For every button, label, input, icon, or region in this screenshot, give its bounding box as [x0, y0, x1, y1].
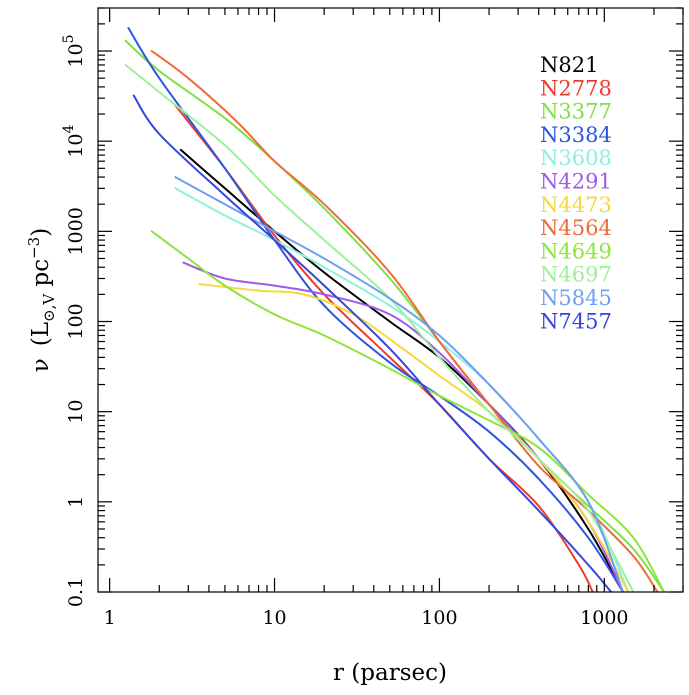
y-axis-units-pc: pc	[28, 259, 54, 294]
x-tick-label: 10	[262, 607, 286, 629]
series-line-n3384	[127, 27, 625, 592]
series-line-n4649	[150, 230, 665, 592]
legend-item-n7457: N7457	[540, 309, 612, 333]
y-axis-units-close: )	[28, 228, 54, 237]
series-line-n5845	[174, 176, 625, 592]
x-axis-title: r (parsec)	[333, 660, 447, 686]
series-line-n821	[179, 148, 625, 592]
y-axis-units-subscript: ⊙,V	[40, 293, 58, 322]
y-axis-symbol: ν	[28, 358, 54, 372]
series-line-n4473	[198, 283, 630, 592]
legend: N821N2778N3377N3384N3608N4291N4473N4564N…	[540, 53, 612, 333]
x-tick-label: 100	[421, 607, 457, 629]
series-line-n7457	[132, 94, 613, 592]
y-tick-label: 105	[61, 34, 87, 67]
y-axis-units-superscript: −3	[25, 237, 43, 259]
legend-item-n3377: N3377	[540, 100, 612, 124]
legend-item-n4291: N4291	[540, 170, 612, 194]
y-axis-units: (L	[28, 322, 54, 346]
legend-item-n821: N821	[540, 53, 598, 77]
legend-item-n4473: N4473	[540, 193, 612, 217]
legend-item-n3608: N3608	[540, 146, 612, 170]
legend-item-n4564: N4564	[540, 216, 612, 240]
legend-item-n4697: N4697	[540, 263, 612, 287]
y-tick-label: 100	[65, 303, 87, 339]
legend-item-n3384: N3384	[540, 123, 612, 147]
legend-item-n4649: N4649	[540, 239, 612, 263]
y-tick-label: 1000	[65, 207, 87, 255]
x-tick-label: 1000	[580, 607, 628, 629]
x-tick-label: 1	[104, 607, 116, 629]
y-tick-label: 0.1	[65, 577, 87, 607]
y-axis-title: ν (L⊙,V pc−3)	[25, 228, 58, 372]
series-line-n3377	[124, 39, 665, 592]
y-tick-label: 104	[61, 125, 87, 158]
legend-item-n5845: N5845	[540, 286, 612, 310]
series-layer	[124, 27, 665, 592]
y-tick-label: 10	[65, 400, 87, 424]
y-tick-label: 1	[65, 496, 87, 508]
tick-layer: 1 10 100 1000 0.1 1 10 100 1000 104 105	[61, 7, 684, 629]
legend-item-n2778: N2778	[540, 76, 612, 100]
plot-frame	[97, 7, 684, 593]
